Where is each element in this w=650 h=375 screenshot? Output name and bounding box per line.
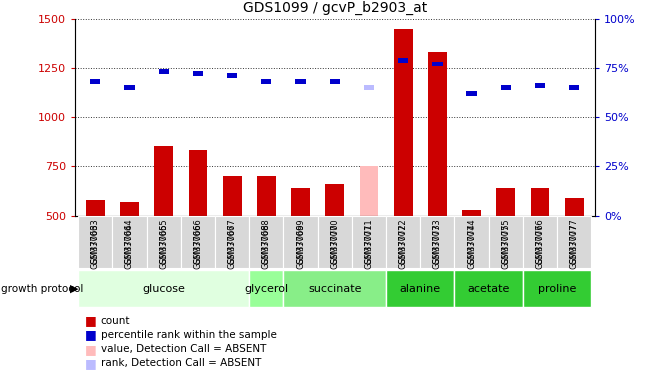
Bar: [421, 216, 454, 268]
Bar: [90, 79, 100, 84]
Text: ■: ■: [84, 343, 96, 355]
Text: GSM37066: GSM37066: [194, 218, 202, 264]
Text: acetate: acetate: [467, 284, 510, 294]
Text: GSM37063: GSM37063: [91, 218, 100, 264]
Bar: [249, 216, 283, 268]
Text: ■: ■: [84, 357, 96, 370]
Bar: [454, 270, 523, 308]
Text: proline: proline: [538, 284, 577, 294]
Bar: [535, 83, 545, 88]
Bar: [398, 58, 408, 63]
Bar: [215, 216, 249, 268]
Bar: [326, 184, 344, 216]
Bar: [188, 150, 207, 216]
Text: glucose: glucose: [142, 284, 185, 294]
Bar: [124, 85, 135, 90]
Bar: [386, 216, 421, 268]
Bar: [249, 270, 283, 308]
Text: GSM37074: GSM37074: [467, 218, 476, 264]
Text: GSM37068: GSM37068: [262, 218, 271, 264]
Text: GSM37064: GSM37064: [125, 224, 134, 269]
Bar: [428, 52, 447, 216]
Text: glycerol: glycerol: [244, 284, 289, 294]
Text: GSM37068: GSM37068: [262, 224, 271, 269]
Bar: [557, 216, 592, 268]
Bar: [223, 176, 242, 216]
Text: GSM37070: GSM37070: [330, 218, 339, 264]
Bar: [295, 79, 306, 84]
Text: GSM37074: GSM37074: [467, 224, 476, 269]
Text: GSM37076: GSM37076: [536, 224, 545, 269]
Bar: [78, 216, 112, 268]
Bar: [261, 79, 272, 84]
Text: ▶: ▶: [70, 284, 79, 294]
Bar: [159, 69, 169, 74]
Bar: [227, 74, 237, 78]
Text: count: count: [101, 316, 130, 326]
Bar: [523, 270, 592, 308]
Bar: [530, 188, 549, 216]
Bar: [432, 62, 443, 66]
Text: GSM37071: GSM37071: [365, 218, 374, 264]
Bar: [394, 28, 413, 216]
Bar: [283, 270, 386, 308]
Text: GSM37065: GSM37065: [159, 218, 168, 264]
Text: alanine: alanine: [400, 284, 441, 294]
Bar: [257, 176, 276, 216]
Bar: [454, 216, 489, 268]
Text: GSM37077: GSM37077: [569, 224, 578, 269]
Bar: [467, 91, 476, 96]
Text: GSM37069: GSM37069: [296, 218, 305, 264]
Bar: [147, 216, 181, 268]
Bar: [283, 216, 318, 268]
Bar: [291, 188, 310, 216]
Text: percentile rank within the sample: percentile rank within the sample: [101, 330, 277, 340]
Bar: [462, 210, 481, 216]
Bar: [569, 85, 579, 90]
Text: GSM37067: GSM37067: [227, 218, 237, 264]
Text: GSM37067: GSM37067: [227, 224, 237, 269]
Bar: [359, 166, 378, 216]
Text: GSM37064: GSM37064: [125, 218, 134, 264]
Bar: [78, 270, 249, 308]
Text: value, Detection Call = ABSENT: value, Detection Call = ABSENT: [101, 344, 266, 354]
Bar: [193, 71, 203, 76]
Text: GSM37073: GSM37073: [433, 224, 442, 269]
Bar: [112, 216, 147, 268]
Text: GSM37063: GSM37063: [91, 224, 100, 269]
Bar: [120, 202, 139, 216]
Text: GSM37076: GSM37076: [536, 218, 545, 264]
Bar: [565, 198, 584, 216]
Text: succinate: succinate: [308, 284, 361, 294]
Bar: [386, 270, 454, 308]
Text: GSM37070: GSM37070: [330, 224, 339, 269]
Text: GSM37075: GSM37075: [501, 218, 510, 264]
Text: GSM37073: GSM37073: [433, 218, 442, 264]
Text: rank, Detection Call = ABSENT: rank, Detection Call = ABSENT: [101, 358, 261, 368]
Text: GSM37065: GSM37065: [159, 224, 168, 269]
Text: GSM37072: GSM37072: [398, 218, 408, 264]
Bar: [86, 200, 105, 216]
Text: GSM37071: GSM37071: [365, 224, 374, 269]
Bar: [497, 188, 515, 216]
Bar: [154, 146, 173, 216]
Bar: [318, 216, 352, 268]
Text: ■: ■: [84, 314, 96, 327]
Text: GSM37077: GSM37077: [569, 218, 578, 264]
Bar: [352, 216, 386, 268]
Text: GSM37069: GSM37069: [296, 224, 305, 269]
Bar: [500, 85, 511, 90]
Title: GDS1099 / gcvP_b2903_at: GDS1099 / gcvP_b2903_at: [242, 1, 427, 15]
Text: GSM37066: GSM37066: [194, 224, 202, 269]
Text: GSM37072: GSM37072: [398, 224, 408, 269]
Bar: [330, 79, 340, 84]
Bar: [181, 216, 215, 268]
Bar: [364, 85, 374, 90]
Text: GSM37075: GSM37075: [501, 224, 510, 269]
Bar: [523, 216, 557, 268]
Bar: [489, 216, 523, 268]
Text: ■: ■: [84, 328, 96, 341]
Text: growth protocol: growth protocol: [1, 284, 84, 294]
